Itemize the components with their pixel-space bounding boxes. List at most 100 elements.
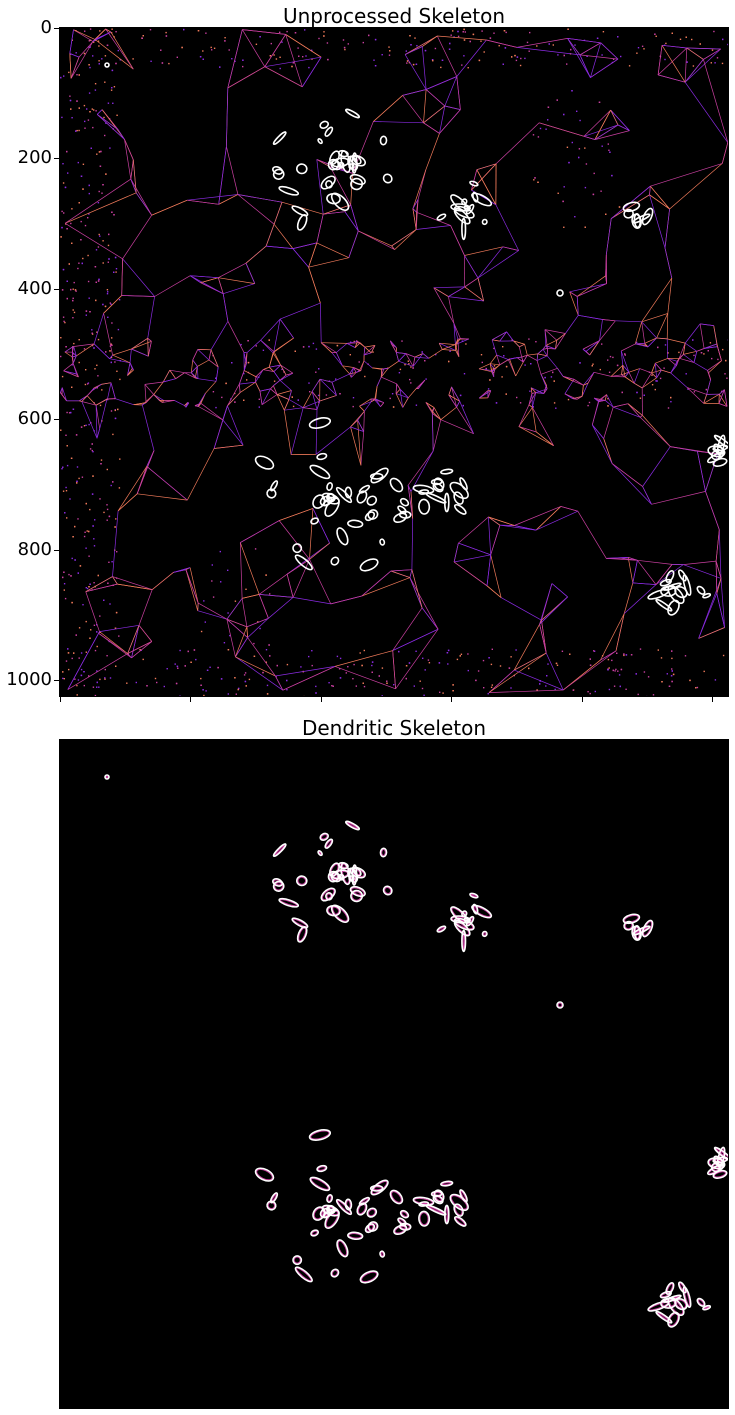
dendrite-outline [254,1167,275,1182]
dendrite-outline [319,832,329,841]
dendrite-outline [453,207,471,225]
dendrite-outline [712,1169,728,1179]
dendrite-outline [389,477,404,493]
dendrite-outline [433,1189,445,1203]
dendrite-outline [272,843,287,857]
dendrite-outline [682,1286,692,1308]
dendrite-outline [453,919,471,937]
y-tick-mark [54,289,60,290]
dendrite-outline [443,1204,450,1225]
dendrite-outline [291,917,309,929]
dendrite-outline [667,1311,680,1328]
dendrite-core [656,1311,672,1323]
dendrite-core [371,1186,382,1191]
dendrite-outline [338,873,345,881]
image-axes-unprocessed [59,27,729,697]
dendrite-outline [461,217,467,241]
y-tick-mark [54,158,60,159]
dendrite-outline [399,1209,410,1219]
dendrite-outline [433,477,445,491]
dendrite-outline [667,599,680,616]
dendrite-outline [349,885,366,898]
image-axes-dendritic [59,739,729,1409]
dendrite-outline [461,929,467,953]
dendrite-outline [350,889,364,903]
dendrite-outline [665,569,675,584]
dendrite-outline [556,1001,564,1009]
dendrite-outline [425,1204,447,1216]
image-background [60,740,728,1408]
dendrite-outline [633,925,642,941]
dendrite-core [401,1211,408,1218]
y-tick-label: 400 [17,278,52,299]
dendrite-outline [382,885,393,896]
dendrite-outline [667,584,685,605]
dendrite-outline [481,218,488,226]
dendrite-core [470,893,478,898]
dendrite-outline [659,1290,672,1299]
dendrite-outline [702,1304,712,1311]
dendrite-outline-layer [104,774,728,1328]
dendrite-outline [397,1217,407,1226]
dendrite-outline [278,897,300,908]
dendrite-core [331,1270,338,1277]
dendrite-outline [317,138,323,145]
dendrite-outline [366,495,378,506]
dendrite-outline [316,1164,328,1173]
dendrite-core [381,849,386,856]
dendrite-outline [324,126,334,137]
dendrite-outline [712,457,728,467]
dendrite-outline [436,925,447,933]
dendrite-outline [440,468,454,475]
dendrite-outline [254,455,275,470]
dendrite-core [273,879,282,886]
dendrite-outline [379,847,388,858]
dendrite-core [351,887,365,896]
dendrite-outline [323,1208,335,1219]
dendrite-outline [399,497,410,507]
dendrite-outline [104,774,110,780]
dendrite-outline [412,484,435,494]
dendrite-outline [696,1297,706,1307]
dendrite-outline [352,155,362,165]
dendrite-outline [432,1194,444,1205]
dendrite-core [450,1195,468,1210]
dendrite-outline [356,490,368,504]
dendrite-outline [471,904,493,919]
dendrite-core [380,1251,384,1257]
dendrite-core [441,1181,452,1186]
dendrite-outline [465,915,475,927]
dendrite-outline [369,472,384,480]
dendrite-outline [324,838,334,849]
dendrite-outline [453,205,475,219]
dendrite-outline [382,173,393,184]
dendrite-outline [272,168,285,180]
image-background [60,28,728,696]
dendrite-outline [344,820,361,831]
dendrite-core [279,899,298,907]
dendrite-outline [430,478,443,486]
dendrite-outline [320,887,336,902]
dendrite-core [648,1302,668,1311]
dendrite-outline [272,165,284,175]
dendrite-outline [104,62,110,68]
dendrite-outline [418,1210,431,1227]
dendrite-outline [349,173,366,186]
dendrite-outline [327,158,340,171]
dendrite-core [297,876,307,885]
dendrite-outline [379,135,388,146]
dendrite-outline [430,1190,443,1198]
dendrite-core [384,886,392,895]
dendrite-outline [296,875,308,887]
dendrite-outline [335,486,353,504]
dendrite-outline [348,875,355,882]
dendrite-outline [393,512,408,524]
dendrite-core [318,851,322,855]
panel-title-dendritic: Dendritic Skeleton [301,716,487,740]
dendrite-outline [641,207,654,226]
dendrite-outline [425,492,447,504]
dendrite-outline [349,866,366,879]
dendrite-outline [317,850,323,857]
dendrite-outline [272,880,285,892]
dendrite-outline [366,1207,378,1218]
